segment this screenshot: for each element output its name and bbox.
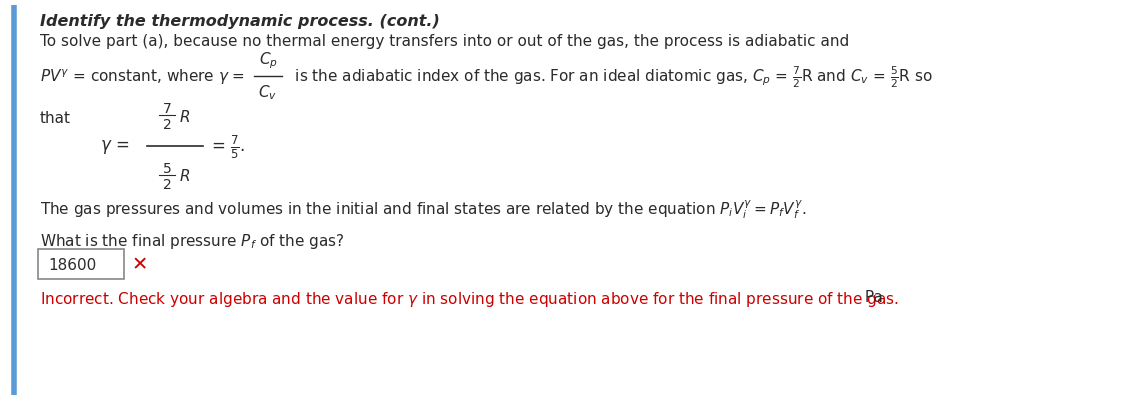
Text: 7: 7 [162,102,171,116]
Text: What is the final pressure $P_f$ of the gas?: What is the final pressure $P_f$ of the … [39,231,345,250]
Text: is the adiabatic index of the gas. For an ideal diatomic gas, $C_p$ = $\frac{7}{: is the adiabatic index of the gas. For a… [290,64,933,89]
Text: 5: 5 [162,162,171,176]
Text: To solve part (a), because no thermal energy transfers into or out of the gas, t: To solve part (a), because no thermal en… [39,34,850,49]
Text: 2: 2 [162,118,171,132]
Text: $PV^\gamma$ = constant, where $\gamma$ =: $PV^\gamma$ = constant, where $\gamma$ = [39,67,247,87]
Text: ✕: ✕ [132,255,149,274]
Text: $\gamma$ =: $\gamma$ = [100,138,131,156]
Text: R: R [180,169,190,184]
Text: = $\frac{7}{5}$.: = $\frac{7}{5}$. [211,133,246,160]
Text: Incorrect. Check your algebra and the value for $\gamma$ in solving the equation: Incorrect. Check your algebra and the va… [39,289,899,308]
Text: Identify the thermodynamic process. (cont.): Identify the thermodynamic process. (con… [39,14,440,29]
Text: 18600: 18600 [48,257,96,272]
FancyBboxPatch shape [38,249,124,279]
Text: $C_v$: $C_v$ [258,83,277,102]
Text: Pa: Pa [860,289,882,304]
Text: that: that [39,111,71,126]
Text: R: R [180,109,190,124]
Text: $C_p$: $C_p$ [258,51,277,71]
Text: 2: 2 [162,178,171,192]
Text: The gas pressures and volumes in the initial and final states are related by the: The gas pressures and volumes in the ini… [39,198,807,220]
